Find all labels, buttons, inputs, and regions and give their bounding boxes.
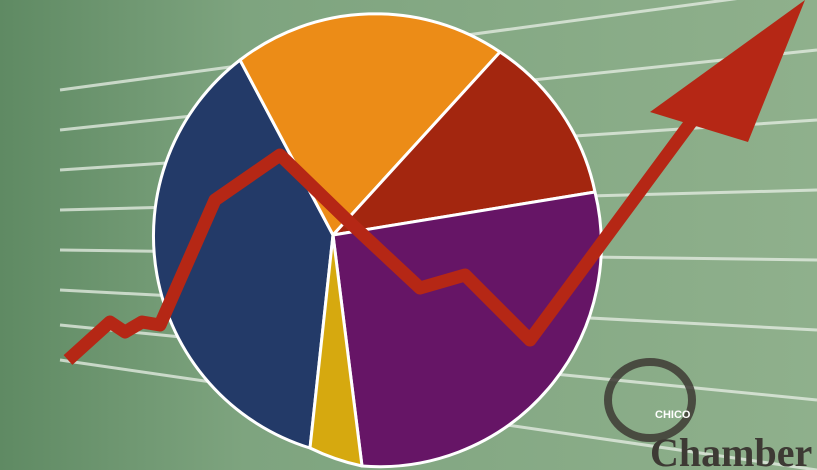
- logo-small: CHICO: [655, 409, 691, 421]
- illustration: CHICO Chamber: [0, 0, 817, 470]
- logo-big: Chamber: [650, 430, 812, 470]
- page: {"logo": {"small": "CHICO", "big": "Cham…: [0, 0, 817, 470]
